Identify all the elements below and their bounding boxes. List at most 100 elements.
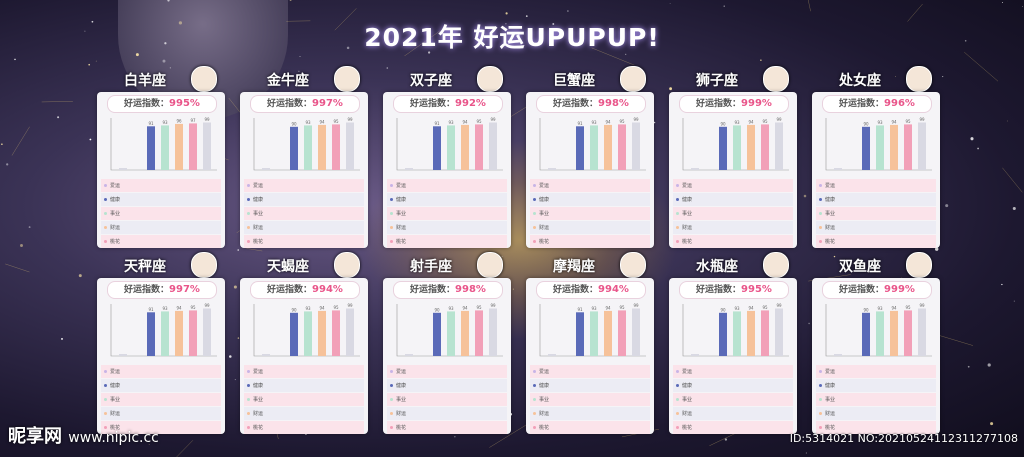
score-value: 992% bbox=[455, 98, 486, 109]
chart-bar bbox=[904, 310, 912, 356]
chart-bar bbox=[318, 310, 326, 356]
row-label: 健康 bbox=[682, 197, 693, 203]
score-pill: 好运指数：996% bbox=[822, 95, 932, 113]
chart-bar bbox=[405, 168, 413, 170]
bar-value-label: 95 bbox=[476, 305, 482, 310]
score-pill: 好运指数：994% bbox=[250, 281, 360, 299]
row-bullet-icon bbox=[390, 370, 393, 373]
bar-value-label: 99 bbox=[204, 303, 210, 308]
star bbox=[89, 138, 92, 141]
row-label: 财运 bbox=[253, 411, 264, 417]
bar-value-label: 99 bbox=[919, 303, 925, 308]
fortune-rows: 爱运 健康 事业 财运 桃花 bbox=[101, 179, 221, 249]
chart-bar bbox=[433, 312, 441, 356]
page-title: 2021年 好运UPUPUP! bbox=[364, 23, 660, 52]
scales-icon bbox=[191, 252, 217, 278]
constellation-line bbox=[964, 51, 999, 82]
row-bullet-icon bbox=[676, 240, 679, 243]
row-label: 财运 bbox=[682, 411, 693, 417]
chart-bar bbox=[332, 124, 340, 170]
fortune-row: 财运 bbox=[673, 407, 793, 420]
chart-bar bbox=[890, 310, 898, 356]
bar-value-label: 94 bbox=[605, 119, 611, 124]
score-value: 994% bbox=[598, 284, 629, 295]
fortune-row: 爱运 bbox=[387, 179, 507, 192]
bar-value-label: 94 bbox=[605, 305, 611, 310]
row-bullet-icon bbox=[104, 240, 107, 243]
row-bullet-icon bbox=[390, 384, 393, 387]
fortune-row: 爱运 bbox=[530, 179, 650, 192]
luck-bar-chart: 91 93 94 95 99 bbox=[539, 117, 646, 171]
zodiac-name: 巨蟹座 bbox=[553, 73, 595, 89]
star bbox=[95, 60, 97, 62]
star bbox=[833, 255, 836, 258]
fortune-row: 事业 bbox=[244, 207, 364, 220]
star bbox=[653, 121, 656, 124]
row-bullet-icon bbox=[390, 412, 393, 415]
row-bullet-icon bbox=[390, 212, 393, 215]
bar-value-label: 90 bbox=[291, 121, 297, 126]
fortune-row: 事业 bbox=[673, 393, 793, 406]
score-value: 994% bbox=[312, 284, 343, 295]
score-label: 好运指数： bbox=[124, 285, 170, 295]
chart-bar bbox=[590, 125, 598, 170]
chart-bar bbox=[576, 312, 584, 356]
bar-value-label: 94 bbox=[462, 119, 468, 124]
goat-icon bbox=[620, 252, 646, 278]
fortune-row: 健康 bbox=[387, 379, 507, 392]
zodiac-name: 射手座 bbox=[410, 259, 452, 275]
constellation-line bbox=[907, 3, 923, 22]
row-bullet-icon bbox=[390, 184, 393, 187]
chart-bar bbox=[290, 312, 298, 356]
fortune-row: 事业 bbox=[387, 393, 507, 406]
score-value: 998% bbox=[455, 284, 486, 295]
star bbox=[987, 363, 991, 367]
row-label: 财运 bbox=[110, 225, 121, 231]
bar-value-label: 93 bbox=[448, 120, 454, 125]
row-bullet-icon bbox=[533, 370, 536, 373]
row-bullet-icon bbox=[104, 212, 107, 215]
zodiac-name: 天秤座 bbox=[124, 259, 166, 275]
fortune-row: 健康 bbox=[244, 193, 364, 206]
chart-bar bbox=[461, 310, 469, 356]
star bbox=[148, 443, 150, 445]
row-bullet-icon bbox=[533, 226, 536, 229]
row-bullet-icon bbox=[819, 198, 822, 201]
star bbox=[512, 288, 514, 290]
fortune-row: 爱运 bbox=[101, 179, 221, 192]
row-label: 桃花 bbox=[539, 239, 550, 245]
constellation-line bbox=[404, 30, 441, 57]
row-label: 爱运 bbox=[825, 183, 836, 189]
chart-bar bbox=[447, 311, 455, 356]
bar-value-label: 93 bbox=[162, 120, 168, 125]
zodiac-card: 好运指数：999% 90 93 94 95 99 爱运 健康 事业 财运 桃花 bbox=[812, 278, 940, 434]
fortune-row: 财运 bbox=[530, 407, 650, 420]
luck-bar-chart: 91 93 94 95 99 bbox=[396, 117, 503, 171]
luck-bar-chart: 90 93 94 95 99 bbox=[825, 117, 932, 171]
zodiac-name: 狮子座 bbox=[696, 73, 738, 89]
chart-bar bbox=[548, 168, 556, 170]
row-bullet-icon bbox=[533, 198, 536, 201]
chart-bar bbox=[262, 168, 270, 170]
constellation-line bbox=[228, 97, 241, 113]
fortune-row: 爱运 bbox=[816, 179, 936, 192]
star bbox=[88, 63, 91, 66]
row-label: 桃花 bbox=[110, 239, 121, 245]
chart-bar bbox=[203, 308, 211, 356]
star bbox=[346, 46, 350, 50]
row-label: 桃花 bbox=[825, 239, 836, 245]
star bbox=[669, 87, 672, 91]
star bbox=[724, 438, 728, 441]
constellation-line bbox=[5, 263, 30, 273]
bar-value-label: 91 bbox=[434, 121, 440, 126]
row-label: 事业 bbox=[253, 211, 264, 217]
bar-value-label: 91 bbox=[577, 121, 583, 126]
score-label: 好运指数： bbox=[839, 99, 885, 109]
luck-bar-chart: 91 93 96 97 99 bbox=[110, 117, 217, 171]
row-label: 爱运 bbox=[396, 369, 407, 375]
star bbox=[289, 0, 292, 1]
fortune-rows: 爱运 健康 事业 财运 桃花 bbox=[673, 365, 793, 435]
chart-bar bbox=[119, 168, 127, 170]
luck-bar-chart: 90 93 94 95 99 bbox=[825, 303, 932, 357]
row-bullet-icon bbox=[533, 184, 536, 187]
